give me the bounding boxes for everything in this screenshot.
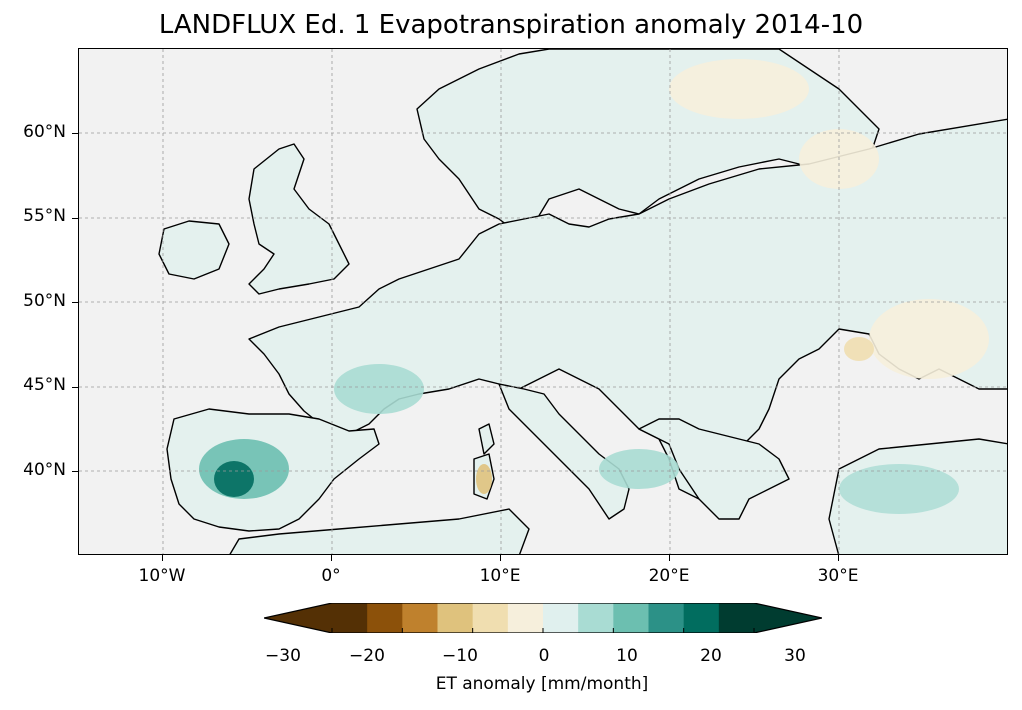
colorbar-segment bbox=[507, 603, 544, 633]
lon-tick bbox=[838, 555, 839, 561]
anomaly-patches bbox=[199, 59, 989, 514]
lon-label-20e: 20°E bbox=[648, 566, 690, 586]
colorbar-tick: 20 bbox=[700, 646, 722, 666]
europe-map bbox=[79, 49, 1007, 554]
colorbar-tick: −30 bbox=[265, 646, 301, 666]
lon-label-10w: 10°W bbox=[138, 566, 186, 586]
colorbar-segment bbox=[437, 603, 474, 633]
colorbar-label: ET anomaly [mm/month] bbox=[435, 674, 649, 694]
lon-tick bbox=[331, 555, 332, 561]
colorbar-tick: −20 bbox=[349, 646, 385, 666]
colorbar-segment bbox=[367, 603, 403, 633]
lon-tick bbox=[162, 555, 163, 561]
map-panel[interactable] bbox=[78, 48, 1008, 555]
colorbar-segment bbox=[718, 603, 755, 633]
lon-tick bbox=[500, 555, 501, 561]
lat-tick bbox=[72, 218, 78, 219]
colorbar-segment bbox=[332, 603, 368, 633]
colorbar-tick: 30 bbox=[784, 646, 806, 666]
lat-label-40n: 40°N bbox=[23, 460, 66, 480]
colorbar-segment bbox=[613, 603, 649, 633]
lat-tick bbox=[72, 471, 78, 472]
lat-label-60n: 60°N bbox=[23, 122, 66, 142]
land-italy bbox=[498, 383, 630, 520]
land-great-britain bbox=[248, 143, 350, 295]
land-corsica bbox=[478, 423, 495, 455]
lon-label-0: 0° bbox=[321, 566, 341, 586]
land-balkans bbox=[638, 418, 790, 520]
colorbar-segment bbox=[683, 603, 720, 633]
land-ireland bbox=[158, 220, 230, 280]
colorbar-tick: 0 bbox=[538, 646, 550, 666]
colorbar-segment bbox=[543, 603, 579, 633]
colorbar bbox=[263, 602, 823, 634]
colorbar-svg bbox=[263, 602, 823, 634]
lon-tick bbox=[669, 555, 670, 561]
lon-label-10e: 10°E bbox=[479, 566, 521, 586]
lat-label-55n: 55°N bbox=[23, 206, 66, 226]
lat-tick bbox=[72, 133, 78, 134]
colorbar-tick: 10 bbox=[616, 646, 638, 666]
lat-label-50n: 50°N bbox=[23, 291, 66, 311]
chart-title: LANDFLUX Ed. 1 Evapotranspiration anomal… bbox=[158, 10, 864, 40]
colorbar-segment bbox=[402, 603, 438, 633]
colorbar-segment bbox=[648, 603, 685, 633]
colorbar-segment bbox=[578, 603, 614, 633]
lon-label-30e: 30°E bbox=[817, 566, 859, 586]
colorbar-extend-low bbox=[264, 603, 332, 633]
colorbar-tick: −10 bbox=[442, 646, 478, 666]
colorbar-segment bbox=[472, 603, 509, 633]
land-north-africa bbox=[229, 508, 530, 554]
lat-tick bbox=[72, 387, 78, 388]
lat-tick bbox=[72, 302, 78, 303]
gridlines bbox=[79, 49, 1007, 554]
lat-label-45n: 45°N bbox=[23, 375, 66, 395]
land-continent bbox=[248, 118, 1007, 500]
colorbar-extend-high bbox=[754, 603, 822, 633]
